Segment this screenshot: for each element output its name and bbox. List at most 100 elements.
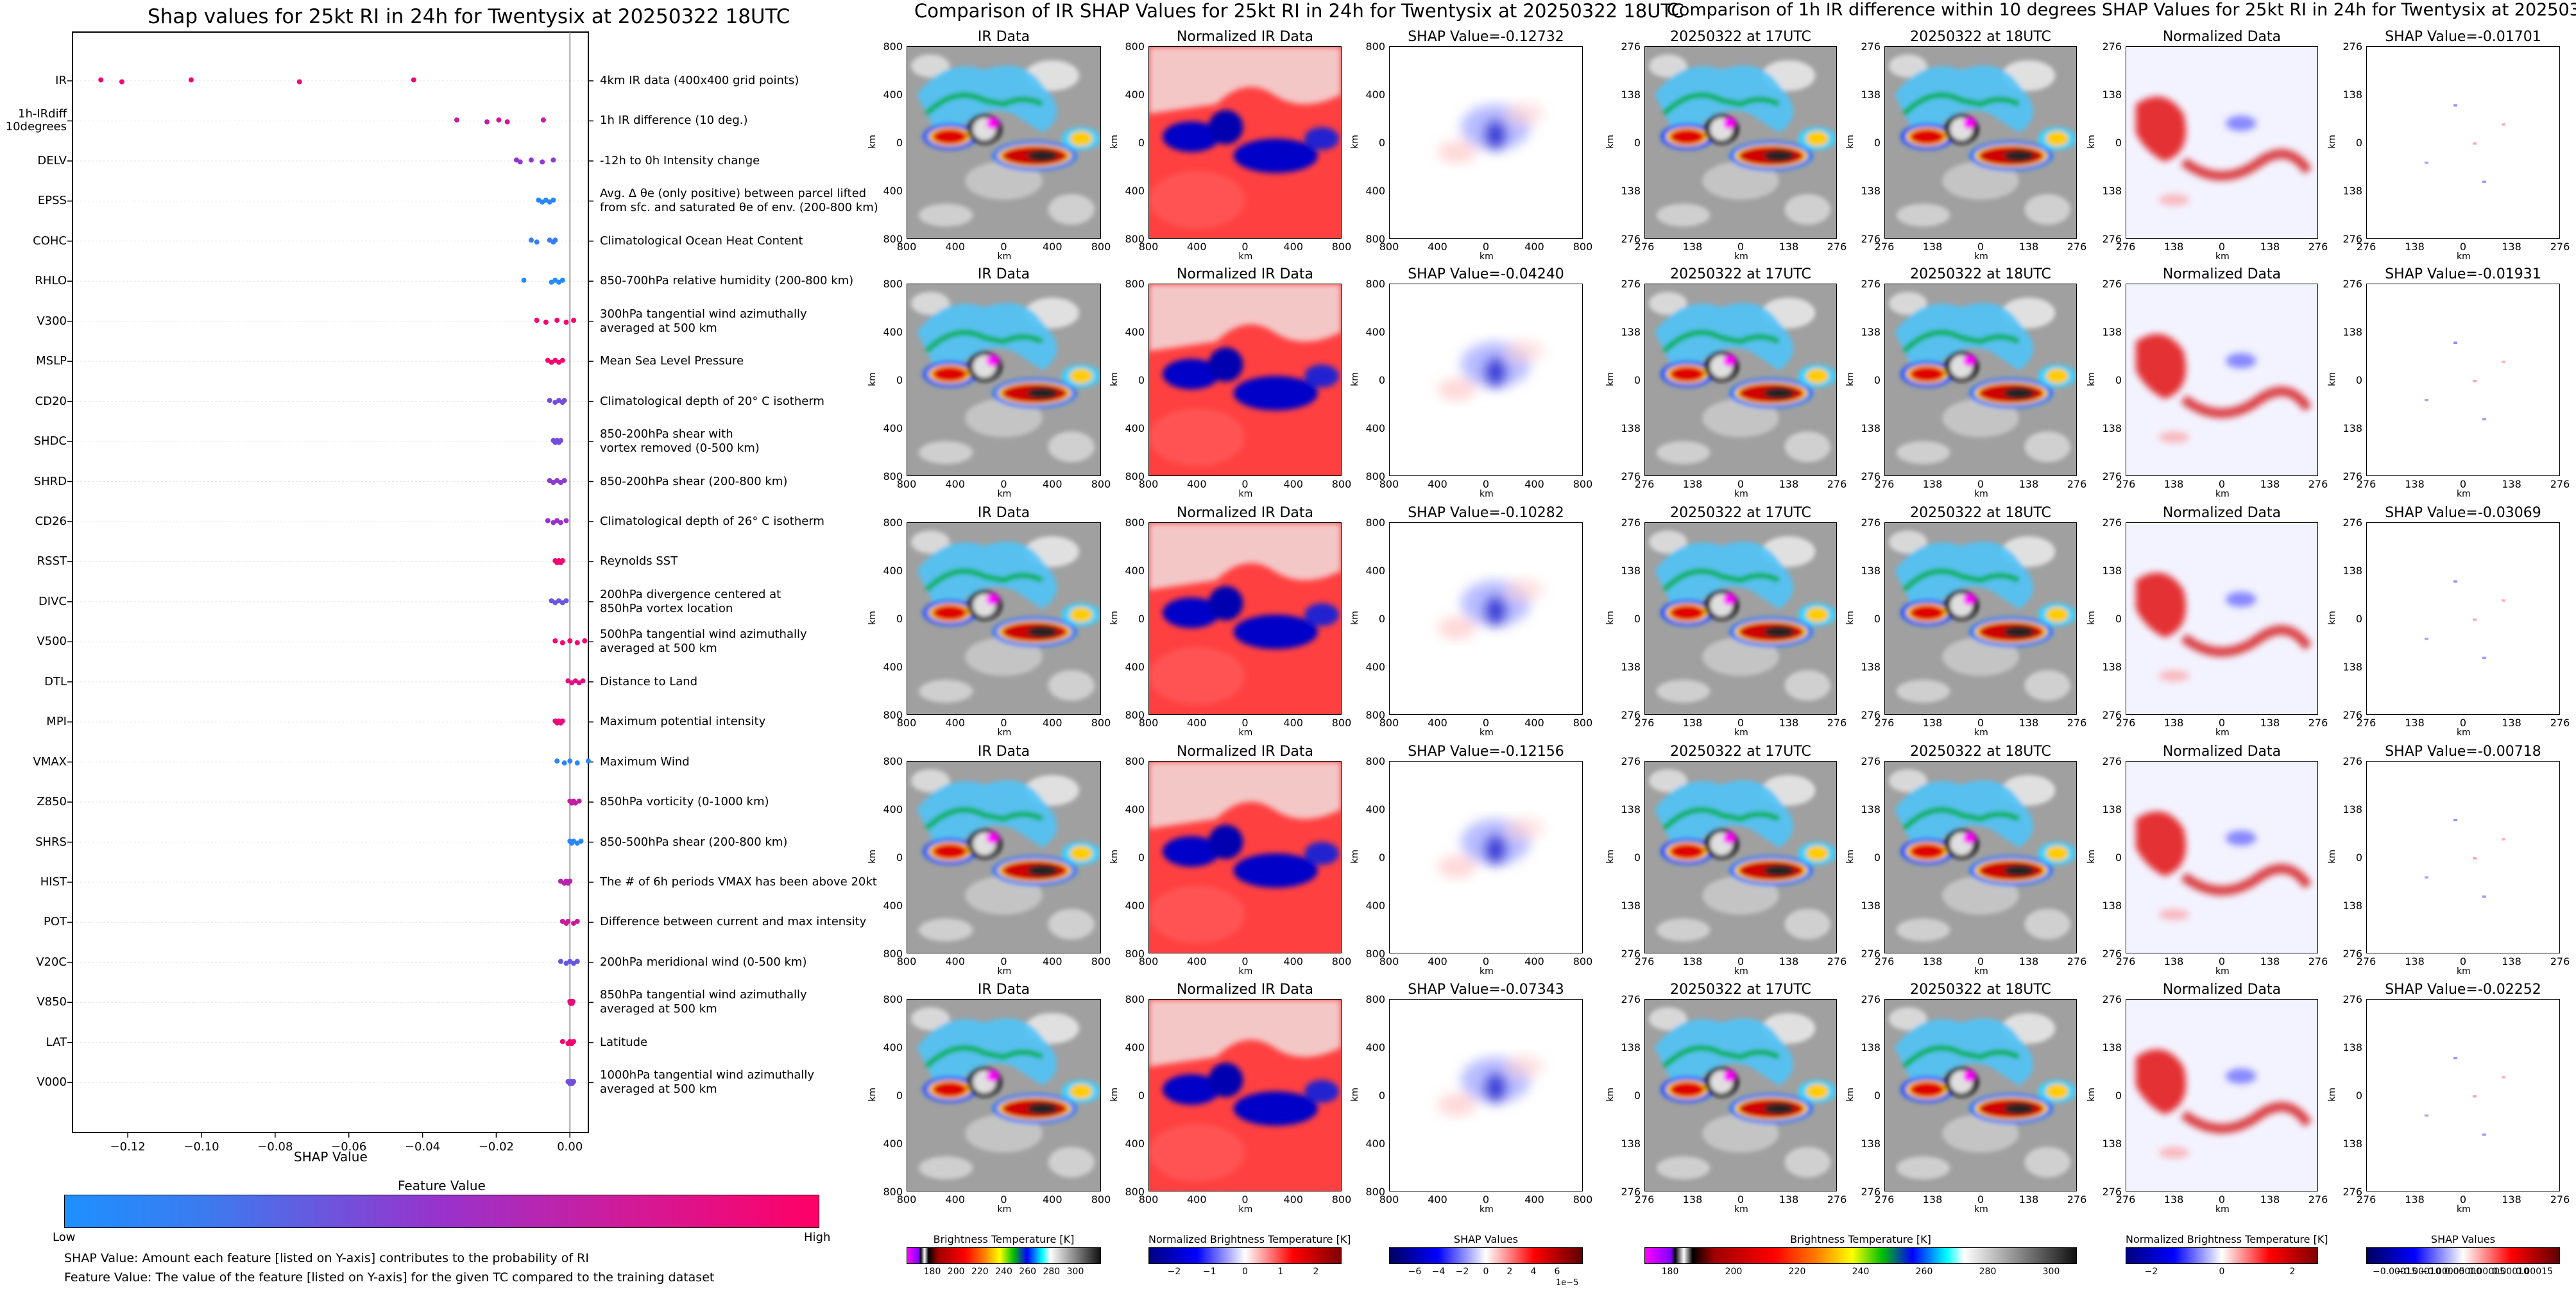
x-tick-label: 138: [1922, 717, 1943, 729]
mid-shap-colorbar-tick: −6: [1408, 1267, 1422, 1277]
feature-value-colorbar: [64, 1195, 819, 1228]
mid-col-title: IR Data: [977, 505, 1030, 521]
x-tick-label: 138: [2163, 478, 2184, 490]
x-tick-label: 0: [1977, 1193, 1984, 1206]
y-axis-label: km: [2326, 135, 2337, 149]
feature-description: 300hPa tangential wind azimuthally avera…: [600, 307, 807, 335]
y-axis-label: km: [867, 135, 878, 149]
x-tick-label: 0: [1977, 478, 1984, 490]
shap-point: [496, 117, 502, 123]
x-axis-label: km: [2215, 1204, 2230, 1215]
y-tick-label: 138: [2342, 803, 2362, 815]
x-tick-label: 138: [2405, 241, 2425, 253]
y-tick-label: 400: [1365, 900, 1385, 912]
x-tick-label: 138: [1682, 955, 1703, 968]
y-tick-label: 276: [1861, 755, 1881, 767]
y-tick-label: 138: [2102, 422, 2122, 434]
mid-panel: [1389, 46, 1583, 239]
y-tick-label: 0: [1873, 374, 1881, 386]
x-tick-label: 400: [1283, 241, 1304, 253]
x-tick-label: 0: [1000, 1193, 1007, 1206]
x-tick-label: 138: [1778, 717, 1799, 729]
shap-prefix: SHAP Value=: [2385, 982, 2478, 998]
x-tick-label: 400: [1428, 478, 1447, 490]
x-tick-label: 400: [1283, 955, 1304, 968]
y-tick-label: 276: [1861, 1186, 1881, 1198]
y-tick-label: 138: [1861, 89, 1881, 101]
feature-label: POT: [43, 915, 67, 929]
y-tick-label: 276: [2102, 1186, 2122, 1198]
x-tick-label: 0: [2459, 955, 2467, 968]
shap-point: [559, 357, 565, 363]
x-axis-label: km: [1734, 1204, 1748, 1215]
feature-label: CD20: [35, 394, 67, 408]
shap-point: [534, 318, 540, 323]
xtick-label: −0.06: [331, 1140, 367, 1154]
shap-value: -0.01701: [2477, 29, 2541, 45]
mid-panel: [907, 284, 1101, 476]
y-tick-label: 0: [896, 613, 903, 625]
right-brightness-colorbar-tick: 220: [1788, 1267, 1806, 1277]
x-tick-label: 0: [1000, 478, 1007, 490]
x-tick-label: 800: [1091, 717, 1111, 729]
y-tick-label: 0: [2355, 613, 2362, 625]
shap-point: [561, 398, 567, 404]
x-axis-label: km: [2457, 728, 2471, 738]
y-tick-label: 0: [1138, 613, 1145, 625]
x-tick-label: 138: [2260, 1193, 2280, 1206]
shap-point: [98, 77, 104, 83]
y-tick-label: 138: [2102, 1041, 2122, 1054]
y-tick-label: 138: [2342, 900, 2362, 912]
x-tick-label: 0: [2218, 1193, 2226, 1206]
shap-point: [554, 318, 560, 323]
shap-point: [561, 760, 567, 766]
feature-description: 1000hPa tangential wind azimuthally aver…: [600, 1068, 815, 1097]
x-tick-label: 276: [1874, 241, 1895, 253]
y-tick-label: 400: [883, 1138, 903, 1150]
x-tick-label: 276: [2308, 478, 2328, 490]
x-tick-label: 400: [945, 717, 966, 729]
y-tick-label: 276: [2342, 948, 2362, 960]
y-axis-label: km: [2086, 849, 2097, 864]
y-tick-label: 800: [1365, 278, 1385, 290]
y-tick-label: 276: [2342, 233, 2362, 245]
right-shap-title: SHAP Value=-0.00718: [2366, 744, 2560, 760]
y-tick-label: 138: [2102, 1138, 2122, 1150]
y-axis-label: km: [1349, 849, 1360, 864]
x-axis-label: km: [997, 252, 1012, 262]
y-tick-label: 800: [883, 516, 903, 529]
feature-description: Climatological Ocean Heat Content: [600, 234, 803, 248]
y-tick-label: 800: [883, 993, 903, 1005]
shap-point: [188, 77, 194, 83]
x-tick-label: 400: [945, 478, 966, 490]
mid-normalized-colorbar-tick: −2: [1167, 1267, 1181, 1277]
y-tick-label: 276: [1621, 1186, 1641, 1198]
mid-panel: [907, 46, 1101, 239]
y-tick-label: 0: [1138, 137, 1145, 149]
y-tick-label: 400: [883, 565, 903, 577]
x-tick-label: 138: [2405, 955, 2425, 968]
legend-high-label: High: [804, 1231, 831, 1244]
x-tick-label: 276: [2550, 478, 2570, 490]
shap-prefix: SHAP Value=: [2385, 266, 2478, 282]
shap-point: [411, 77, 416, 83]
x-tick-label: 800: [1091, 241, 1111, 253]
x-axis-label: km: [1238, 489, 1253, 499]
x-tick-label: 400: [945, 241, 966, 253]
xtick-label: −0.02: [478, 1140, 514, 1154]
right-panel: [1644, 761, 1837, 953]
y-tick-label: 400: [1365, 1138, 1385, 1150]
right-shap-colorbar-tick: 0.00000: [2444, 1267, 2482, 1277]
x-tick-label: 276: [2115, 717, 2136, 729]
right-shap-title: SHAP Value=-0.02252: [2366, 982, 2560, 998]
y-tick-label: 0: [896, 137, 903, 149]
x-tick-label: 276: [2550, 955, 2570, 968]
y-tick-label: 400: [1365, 326, 1385, 338]
mid-panel: [907, 761, 1101, 953]
shap-point: [563, 518, 569, 524]
right-col-title: 20250322 at 18UTC: [1910, 744, 2051, 760]
x-tick-label: 400: [1186, 955, 1207, 968]
mid-col-title: Normalized IR Data: [1176, 29, 1314, 45]
y-tick-label: 800: [1125, 278, 1145, 290]
feature-label: EPSS: [37, 194, 67, 208]
